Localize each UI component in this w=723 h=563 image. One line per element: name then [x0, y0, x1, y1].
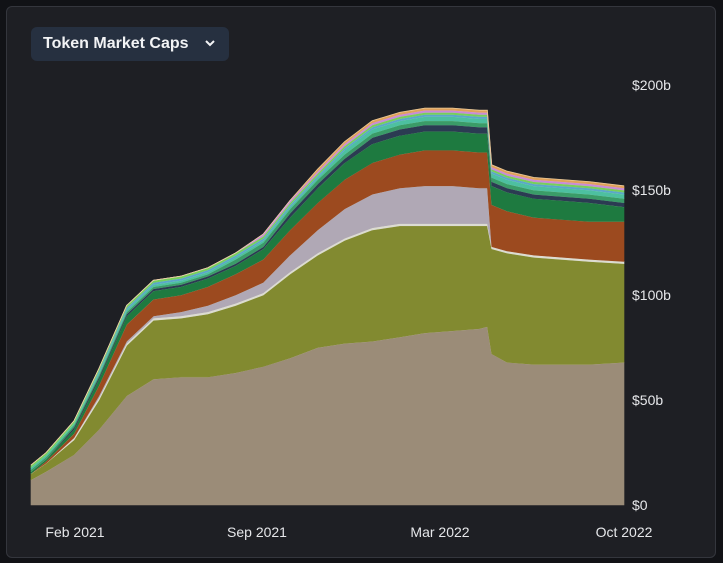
area-series-13	[30, 107, 625, 466]
x-tick-label: Sep 2021	[227, 524, 287, 540]
y-tick-label: $100b	[632, 287, 671, 303]
area-series-edge-13	[30, 107, 625, 466]
token-selector-dropdown[interactable]: Token Market Caps	[31, 27, 229, 61]
x-tick-label: Feb 2021	[45, 524, 104, 540]
stacked-area-chart: $0 $50b $100b $150b $200b Feb 2021 Sep 2021 Mar…	[30, 77, 671, 540]
y-tick-label: $150b	[632, 182, 671, 198]
selector-label: Token Market Caps	[43, 35, 189, 52]
x-tick-label: Oct 2022	[596, 524, 653, 540]
y-tick-label: $0	[632, 497, 648, 513]
chevron-down-icon	[204, 36, 215, 50]
y-tick-label: $200b	[632, 77, 671, 93]
x-tick-label: Mar 2022	[410, 524, 469, 540]
chart-card: Token Market Caps $0 $50b $100b $150b $200b F…	[6, 6, 716, 558]
y-tick-label: $50b	[632, 392, 663, 408]
